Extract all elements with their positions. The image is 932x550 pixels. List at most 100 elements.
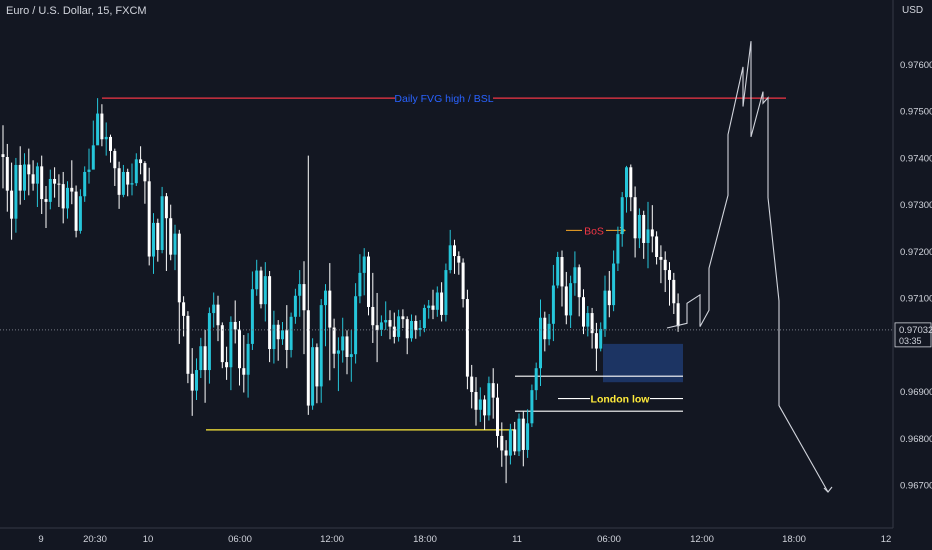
candle-body (14, 164, 18, 219)
candle-body (483, 399, 487, 416)
candle-body (371, 306, 375, 326)
candle-body (57, 183, 61, 185)
candle-body (18, 164, 22, 191)
candle-body (74, 191, 78, 231)
candle-body (1, 154, 5, 158)
candle-body (289, 316, 293, 350)
candle-body (225, 362, 229, 368)
candle-body (448, 245, 452, 271)
candle-body (27, 164, 31, 175)
y-tick-label: 0.96800 (900, 434, 932, 445)
candle-body (547, 323, 551, 340)
candle-body (487, 383, 491, 416)
candle-body (40, 166, 44, 200)
candle-body (44, 199, 48, 202)
x-tick-label: 12 (881, 534, 892, 545)
candle-body (87, 169, 91, 172)
candle-body (354, 296, 358, 355)
candle-body (646, 229, 650, 243)
london-low-label: London low (591, 394, 651, 406)
x-tick-label: 10 (143, 534, 154, 545)
candle-body (5, 157, 9, 191)
candle-body (625, 167, 628, 198)
candles-layer (1, 98, 680, 484)
bsl-label: Daily FVG high / BSL (394, 93, 493, 105)
candle-body (134, 159, 138, 184)
candle-body (113, 150, 117, 169)
candle-body (31, 174, 35, 184)
candle-body (367, 256, 370, 307)
candle-body (650, 229, 654, 237)
candle-body (139, 159, 143, 164)
candle-body (130, 183, 134, 185)
x-tick-label: 06:00 (228, 534, 252, 545)
candle-body (508, 429, 512, 456)
candle-body (607, 290, 611, 306)
candle-body (126, 171, 130, 185)
candle-body (440, 292, 444, 315)
candle-body (500, 435, 504, 451)
candle-body (220, 325, 224, 363)
candle-body (526, 423, 530, 450)
y-tick-label: 0.97500 (900, 107, 932, 118)
y-tick-label: 0.96700 (900, 481, 932, 492)
annotation-layer: Daily FVG high / BSL London low BoS (102, 91, 786, 431)
candle-body (491, 383, 495, 398)
candle-body (61, 184, 65, 209)
candle-body (418, 328, 422, 330)
candle-body (388, 320, 392, 327)
y-axis-labels[interactable]: 0.97600 0.97500 0.97400 0.97300 0.97200 0.971… (894, 60, 932, 492)
candle-body (190, 373, 194, 391)
candle-body (100, 113, 104, 140)
candle-body (336, 350, 340, 354)
y-tick-label: 0.97300 (900, 200, 932, 211)
candle-body (672, 279, 676, 304)
x-tick-label: 06:00 (597, 534, 621, 545)
candle-body (83, 171, 87, 197)
candle-body (470, 376, 474, 393)
candle-body (603, 290, 607, 329)
y-tick-label: 0.97100 (900, 294, 932, 305)
candle-body (268, 276, 272, 350)
candle-body (612, 263, 616, 306)
candle-body (48, 178, 52, 202)
candle-body (444, 270, 448, 315)
chart-title: Euro / U.S. Dollar, 15, FXCM (6, 5, 147, 17)
candle-body (392, 326, 396, 337)
candle-body (216, 304, 220, 326)
x-tick-label: 12:00 (690, 534, 714, 545)
x-axis-labels[interactable]: 9 20:30 10 06:00 12:00 18:00 11 06:00 12:00 18:00… (38, 534, 891, 545)
candle-body (556, 256, 560, 286)
candle-body (78, 196, 82, 231)
candle-body (384, 320, 388, 323)
candle-body (238, 329, 241, 369)
candle-body (293, 295, 297, 317)
candle-body (160, 196, 164, 250)
x-tick-label: 20:30 (83, 534, 107, 545)
overlay-layer (0, 41, 893, 493)
price-tag-countdown: 03:35 (899, 336, 922, 346)
candle-body (465, 299, 469, 377)
candle-body (272, 324, 276, 350)
candle-body (319, 305, 323, 387)
candle-body (195, 370, 198, 391)
candle-body (586, 313, 590, 327)
candle-body (341, 336, 345, 351)
candle-body (263, 276, 267, 305)
x-tick-label: 18:00 (413, 534, 437, 545)
candle-body (91, 145, 95, 170)
candle-body (543, 317, 547, 340)
candle-body (173, 233, 177, 255)
candle-body (358, 272, 362, 297)
candle-body (109, 136, 112, 151)
candle-body (582, 297, 585, 327)
candle-body (663, 259, 667, 271)
candle-body (70, 187, 74, 192)
candle-body (242, 368, 246, 375)
candle-body (311, 347, 315, 406)
candle-body (375, 325, 379, 330)
london-low-label-bg (590, 391, 650, 405)
candle-body (156, 222, 160, 250)
